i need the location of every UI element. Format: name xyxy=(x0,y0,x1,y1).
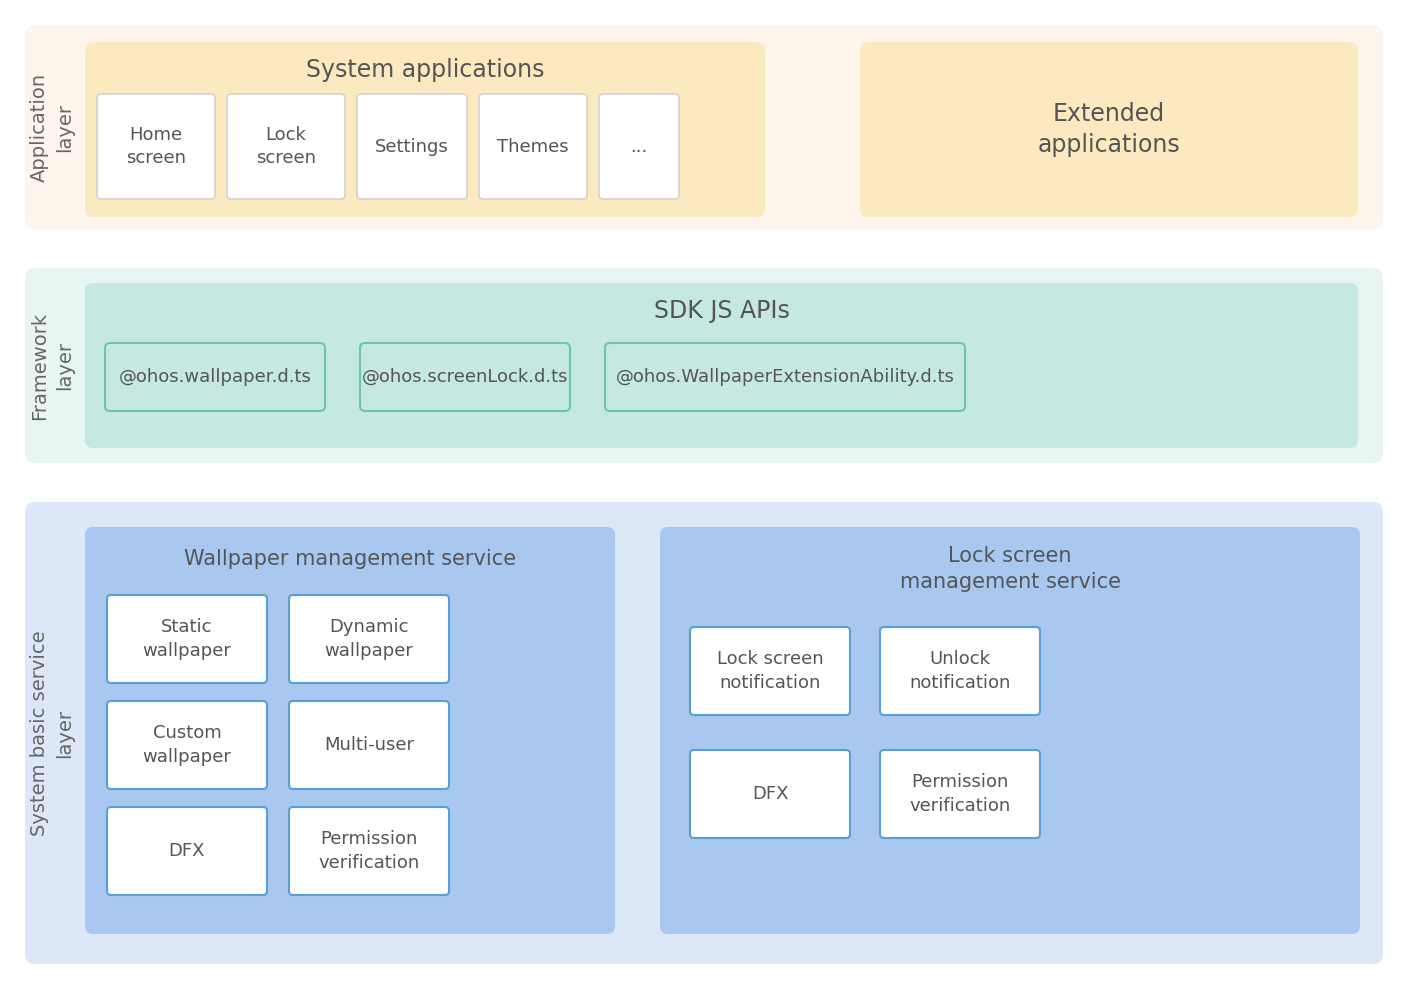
Text: Permission
verification: Permission verification xyxy=(318,830,420,872)
Text: Home
screen: Home screen xyxy=(125,126,186,167)
Text: Themes: Themes xyxy=(497,138,569,156)
FancyBboxPatch shape xyxy=(690,750,850,838)
FancyBboxPatch shape xyxy=(84,527,615,934)
Text: Framework
layer: Framework layer xyxy=(30,311,75,419)
FancyBboxPatch shape xyxy=(25,502,1383,964)
FancyBboxPatch shape xyxy=(107,595,268,683)
Text: Multi-user: Multi-user xyxy=(324,736,414,754)
Text: DFX: DFX xyxy=(169,842,206,860)
FancyBboxPatch shape xyxy=(107,807,268,895)
FancyBboxPatch shape xyxy=(25,25,1383,230)
Text: Settings: Settings xyxy=(375,138,449,156)
FancyBboxPatch shape xyxy=(25,268,1383,463)
FancyBboxPatch shape xyxy=(289,701,449,789)
Text: @ohos.WallpaperExtensionAbility.d.ts: @ohos.WallpaperExtensionAbility.d.ts xyxy=(615,368,955,386)
FancyBboxPatch shape xyxy=(289,595,449,683)
FancyBboxPatch shape xyxy=(598,94,679,199)
FancyBboxPatch shape xyxy=(289,807,449,895)
Text: @ohos.wallpaper.d.ts: @ohos.wallpaper.d.ts xyxy=(118,368,311,386)
FancyBboxPatch shape xyxy=(880,627,1041,715)
Text: Custom
wallpaper: Custom wallpaper xyxy=(142,724,231,766)
FancyBboxPatch shape xyxy=(84,42,765,217)
Text: Dynamic
wallpaper: Dynamic wallpaper xyxy=(325,618,414,660)
FancyBboxPatch shape xyxy=(660,527,1360,934)
Text: @ohos.screenLock.d.ts: @ohos.screenLock.d.ts xyxy=(362,368,569,386)
Text: Lock screen
notification: Lock screen notification xyxy=(717,650,824,692)
FancyBboxPatch shape xyxy=(227,94,345,199)
Text: Wallpaper management service: Wallpaper management service xyxy=(184,549,517,569)
FancyBboxPatch shape xyxy=(84,283,1357,448)
Text: System basic service
layer: System basic service layer xyxy=(30,630,75,835)
FancyBboxPatch shape xyxy=(605,343,964,411)
Text: Static
wallpaper: Static wallpaper xyxy=(142,618,231,660)
Text: Lock screen
management service: Lock screen management service xyxy=(900,546,1121,593)
Text: Lock
screen: Lock screen xyxy=(256,126,315,167)
Text: Permission
verification: Permission verification xyxy=(910,773,1011,815)
FancyBboxPatch shape xyxy=(106,343,325,411)
FancyBboxPatch shape xyxy=(360,343,570,411)
Text: System applications: System applications xyxy=(306,58,545,82)
FancyBboxPatch shape xyxy=(358,94,467,199)
Text: DFX: DFX xyxy=(752,785,788,803)
Text: Extended
applications: Extended applications xyxy=(1038,102,1180,158)
FancyBboxPatch shape xyxy=(97,94,215,199)
FancyBboxPatch shape xyxy=(690,627,850,715)
Text: SDK JS APIs: SDK JS APIs xyxy=(653,299,790,323)
FancyBboxPatch shape xyxy=(479,94,587,199)
Text: ...: ... xyxy=(631,138,648,156)
FancyBboxPatch shape xyxy=(107,701,268,789)
FancyBboxPatch shape xyxy=(860,42,1357,217)
Text: Unlock
notification: Unlock notification xyxy=(910,650,1011,692)
Text: Application
layer: Application layer xyxy=(30,73,75,182)
FancyBboxPatch shape xyxy=(880,750,1041,838)
